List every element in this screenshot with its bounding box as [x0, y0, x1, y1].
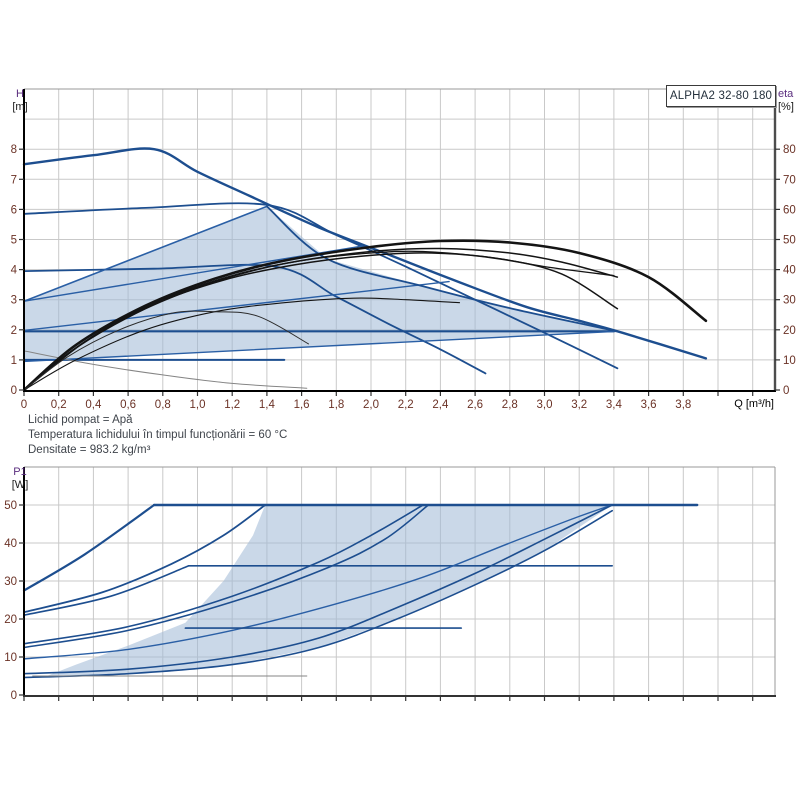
info-line-liquid: Lichid pompat = Apă — [28, 414, 133, 426]
svg-text:40: 40 — [783, 265, 796, 277]
svg-text:0: 0 — [21, 399, 27, 411]
svg-text:2: 2 — [11, 325, 17, 337]
svg-text:5: 5 — [11, 235, 17, 247]
svg-text:60: 60 — [783, 204, 796, 216]
left-tick-labels: 0 10 20 30 40 50 — [4, 500, 24, 702]
head-axis-unit: [m] — [12, 101, 28, 113]
svg-text:30: 30 — [783, 295, 796, 307]
svg-text:3,0: 3,0 — [537, 399, 553, 411]
liquid-info-block: Lichid pompat = Apă Temperatura lichidul… — [28, 413, 287, 458]
power-axis-label: P1 [W] — [8, 466, 32, 492]
eta-low-curve-b — [23, 310, 309, 391]
svg-text:3: 3 — [11, 295, 17, 307]
p1-prop-a — [23, 504, 613, 675]
eta-axis-quantity: eta — [778, 88, 794, 100]
svg-text:1: 1 — [11, 355, 17, 367]
p1-riser-b — [23, 504, 430, 649]
head-axis-quantity: H — [16, 88, 24, 100]
svg-text:3,2: 3,2 — [571, 399, 587, 411]
left-tick-labels: 0 1 2 3 4 5 6 7 8 — [11, 144, 24, 397]
svg-text:8: 8 — [11, 144, 17, 156]
p1-prop-b — [23, 509, 613, 679]
svg-text:2,6: 2,6 — [467, 399, 483, 411]
eta-max-curve — [22, 239, 708, 392]
svg-text:4: 4 — [11, 265, 18, 277]
svg-text:0,6: 0,6 — [120, 399, 136, 411]
right-tick-labels: 0 10 20 30 40 50 60 70 80 — [775, 144, 796, 397]
head-axis-label: H [m] — [9, 88, 31, 114]
duty-left-boundary — [23, 205, 268, 302]
svg-text:7: 7 — [11, 174, 17, 186]
info-line-temperature: Temperatura lichidului în timpul funcțio… — [28, 429, 288, 441]
svg-text:30: 30 — [4, 576, 17, 588]
power-chart: 0 10 20 30 40 50 — [4, 466, 776, 702]
svg-text:1,8: 1,8 — [328, 399, 344, 411]
eta-low-curve-a — [23, 297, 461, 391]
svg-text:3,8: 3,8 — [675, 399, 691, 411]
prop-pressure-2-line — [23, 330, 619, 363]
svg-text:2,2: 2,2 — [398, 399, 414, 411]
power-axis-quantity: P1 — [13, 466, 27, 478]
svg-text:20: 20 — [783, 325, 796, 337]
svg-text:2,8: 2,8 — [502, 399, 518, 411]
info-line-density: Densitate = 983.2 kg/m³ — [28, 444, 151, 456]
p1-riser-a — [23, 504, 424, 645]
p1-max-rise — [22, 503, 156, 592]
svg-text:70: 70 — [783, 174, 796, 186]
svg-text:0,2: 0,2 — [51, 399, 67, 411]
svg-text:40: 40 — [4, 538, 17, 550]
p1-riser-c — [23, 504, 613, 660]
svg-text:50: 50 — [783, 235, 796, 247]
prop-pressure-4-line — [23, 280, 450, 332]
fixed-speed-2-curve — [23, 202, 619, 370]
svg-text:0,4: 0,4 — [85, 399, 102, 411]
duty-range-area — [24, 206, 618, 362]
min-speed-curve — [23, 350, 308, 389]
svg-text:80: 80 — [783, 144, 796, 156]
svg-text:6: 6 — [11, 204, 17, 216]
axes: 0 10 20 30 40 50 — [4, 466, 776, 702]
svg-text:1,4: 1,4 — [259, 399, 276, 411]
eta-axis-unit: [%] — [778, 101, 794, 113]
series — [22, 503, 699, 679]
svg-text:1,0: 1,0 — [190, 399, 206, 411]
svg-text:2,4: 2,4 — [432, 399, 449, 411]
series — [22, 147, 708, 392]
x-tick-labels — [23, 697, 754, 701]
max-speed-curve — [22, 147, 708, 360]
flow-axis-label: Q [m³/h] — [688, 398, 774, 410]
svg-text:0: 0 — [11, 690, 17, 702]
svg-text:1,6: 1,6 — [294, 399, 310, 411]
svg-text:3,6: 3,6 — [641, 399, 657, 411]
svg-text:3,4: 3,4 — [606, 399, 623, 411]
eta-axis-label: eta [%] — [778, 88, 800, 114]
svg-text:2,0: 2,0 — [363, 399, 379, 411]
svg-text:10: 10 — [4, 652, 17, 664]
p1-34w-rise — [23, 565, 190, 616]
svg-text:0,8: 0,8 — [155, 399, 171, 411]
power-axis-unit: [W] — [11, 479, 29, 491]
flow-axis-text: Q [m³/h] — [734, 398, 774, 410]
pump-model-badge: ALPHA2 32-80 180 — [666, 85, 776, 107]
duty-range-area — [44, 505, 613, 678]
svg-text:50: 50 — [4, 500, 17, 512]
p1-duty-left-boundary — [23, 504, 267, 614]
duty-right-boundary — [266, 205, 619, 333]
svg-text:20: 20 — [4, 614, 17, 626]
svg-text:1,2: 1,2 — [224, 399, 240, 411]
svg-text:0: 0 — [11, 385, 17, 397]
svg-text:10: 10 — [783, 355, 796, 367]
x-tick-labels: 0 0,2 0,4 0,6 0,8 1,0 1,2 1,4 1,6 1,8 2,0 2,2 2,4 2,6… — [21, 392, 754, 411]
svg-text:0: 0 — [783, 385, 789, 397]
eta-curve-c — [23, 250, 615, 391]
fixed-speed-1-curve — [23, 263, 487, 375]
